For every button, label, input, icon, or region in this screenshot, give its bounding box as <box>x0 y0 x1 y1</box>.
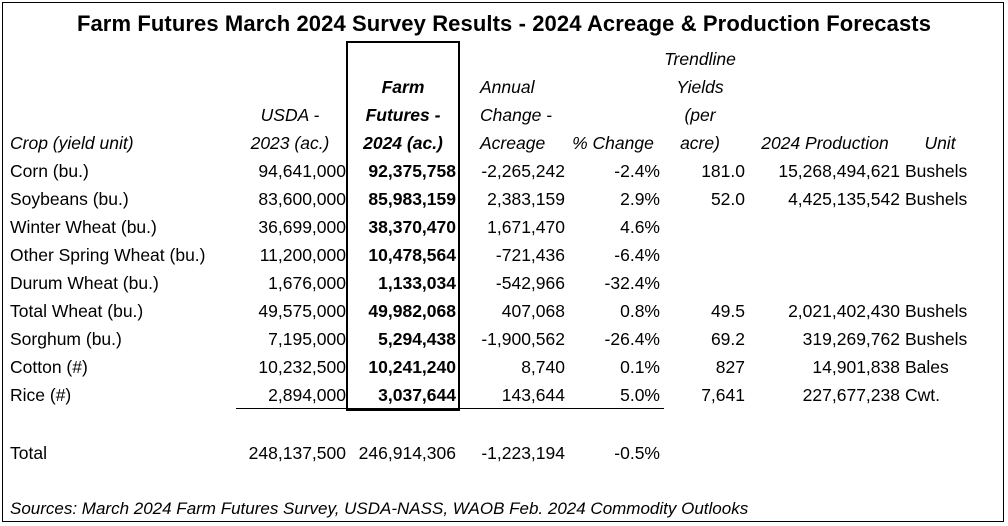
header-usda-line: 2023 (ac.) <box>250 133 330 153</box>
total-usda-2023: 248,137,500 <box>248 443 346 463</box>
header-annual-line: Acreage <box>480 133 546 153</box>
usda-2023-acres: 83,600,000 <box>258 189 346 209</box>
total-label: Total <box>10 443 47 463</box>
header-ff-line: 2024 (ac.) <box>363 133 443 153</box>
production-2024: 227,677,238 <box>802 385 900 405</box>
total-percent-change: -0.5% <box>614 443 660 463</box>
production-unit: Bushels <box>905 301 968 321</box>
farm-futures-2024-acres: 1,133,034 <box>378 273 456 293</box>
total-annual-change: -1,223,194 <box>481 443 565 463</box>
usda-2023-acres: 94,641,000 <box>258 161 346 181</box>
percent-change: 0.8% <box>620 301 660 321</box>
usda-2023-acres: 49,575,000 <box>258 301 346 321</box>
percent-change: 5.0% <box>620 385 660 405</box>
crop-label: Corn (bu.) <box>10 161 89 181</box>
farm-futures-column-highlight <box>346 41 460 411</box>
production-unit: Bushels <box>905 329 968 349</box>
header-pct-line: % Change <box>572 133 654 153</box>
percent-change: 4.6% <box>620 217 660 237</box>
header-trend-line: Yields <box>676 77 724 97</box>
header-trend-line: Trendline <box>664 49 736 69</box>
crop-label: Winter Wheat (bu.) <box>10 217 157 237</box>
crop-label: Sorghum (bu.) <box>10 329 122 349</box>
crop-label: Soybeans (bu.) <box>10 189 129 209</box>
production-unit: Bushels <box>905 161 968 181</box>
annual-change-acreage: -1,900,562 <box>481 329 565 349</box>
annual-change-acreage: 2,383,159 <box>487 189 565 209</box>
table-title: Farm Futures March 2024 Survey Results -… <box>76 11 932 36</box>
trendline-yield: 7,641 <box>701 385 745 405</box>
crop-label: Other Spring Wheat (bu.) <box>10 245 206 265</box>
farm-futures-2024-acres: 10,241,240 <box>368 357 456 377</box>
percent-change: -2.4% <box>614 161 660 181</box>
total-rule <box>236 408 664 409</box>
annual-change-acreage: 8,740 <box>521 357 565 377</box>
usda-2023-acres: 1,676,000 <box>268 273 346 293</box>
farm-futures-2024-acres: 92,375,758 <box>368 161 456 181</box>
production-unit: Bushels <box>905 189 968 209</box>
farm-futures-2024-acres: 85,983,159 <box>368 189 456 209</box>
header-trend-line: acre) <box>680 133 720 153</box>
usda-2023-acres: 11,200,000 <box>259 245 346 265</box>
annual-change-acreage: -542,966 <box>495 273 565 293</box>
farm-futures-2024-acres: 5,294,438 <box>378 329 456 349</box>
header-ff-line: Futures - <box>365 105 441 125</box>
header-trend-line: (per <box>684 105 716 125</box>
production-unit: Cwt. <box>905 385 940 405</box>
annual-change-acreage: 143,644 <box>501 385 565 405</box>
percent-change: -26.4% <box>604 329 660 349</box>
annual-change-acreage: 407,068 <box>501 301 565 321</box>
production-2024: 14,901,838 <box>812 357 900 377</box>
percent-change: 2.9% <box>620 189 660 209</box>
trendline-yield: 52.0 <box>710 189 745 209</box>
crop-label: Durum Wheat (bu.) <box>10 273 159 293</box>
header-usda-line: USDA - <box>260 105 320 125</box>
usda-2023-acres: 2,894,000 <box>268 385 346 405</box>
annual-change-acreage: -721,436 <box>495 245 565 265</box>
percent-change: -6.4% <box>614 245 660 265</box>
production-unit: Bales <box>905 357 949 377</box>
annual-change-acreage: -2,265,242 <box>481 161 565 181</box>
farm-futures-2024-acres: 3,037,644 <box>378 385 456 405</box>
trendline-yield: 827 <box>715 357 745 377</box>
header-crop-line: Crop (yield unit) <box>10 133 134 153</box>
crop-label: Rice (#) <box>10 385 72 405</box>
trendline-yield: 181.0 <box>701 161 745 181</box>
header-annual-line: Annual <box>480 77 535 97</box>
source-note: Sources: March 2024 Farm Futures Survey,… <box>10 499 749 518</box>
crop-label: Total Wheat (bu.) <box>10 301 144 321</box>
percent-change: 0.1% <box>620 357 660 377</box>
total-farm-futures: 246,914,306 <box>358 443 456 463</box>
production-2024: 2,021,402,430 <box>788 301 900 321</box>
header-prod-line: 2024 Production <box>761 133 889 153</box>
farm-futures-2024-acres: 49,982,068 <box>368 301 456 321</box>
farm-futures-2024-acres: 10,478,564 <box>368 245 456 265</box>
usda-2023-acres: 7,195,000 <box>268 329 346 349</box>
production-2024: 4,425,135,542 <box>788 189 900 209</box>
production-2024: 319,269,762 <box>802 329 900 349</box>
production-2024: 15,268,494,621 <box>778 161 900 181</box>
crop-label: Cotton (#) <box>10 357 88 377</box>
header-unit-line: Unit <box>924 133 956 153</box>
trendline-yield: 49.5 <box>710 301 745 321</box>
annual-change-acreage: 1,671,470 <box>487 217 565 237</box>
usda-2023-acres: 10,232,500 <box>258 357 346 377</box>
header-annual-line: Change - <box>480 105 552 125</box>
percent-change: -32.4% <box>604 273 660 293</box>
farm-futures-2024-acres: 38,370,470 <box>368 217 456 237</box>
usda-2023-acres: 36,699,000 <box>258 217 346 237</box>
header-ff-line: Farm <box>381 77 425 97</box>
trendline-yield: 69.2 <box>710 329 745 349</box>
